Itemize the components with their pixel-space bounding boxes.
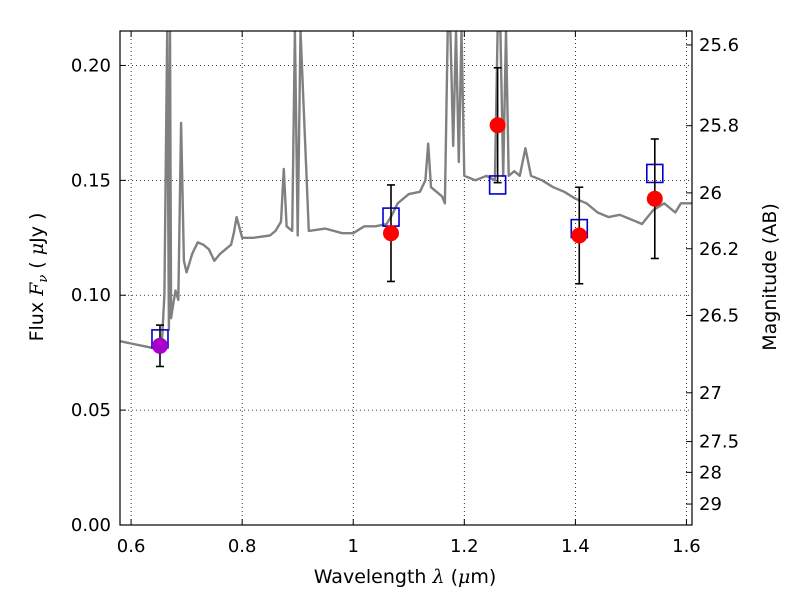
right-tick-label: 26.5 bbox=[699, 305, 739, 326]
data-point bbox=[383, 225, 400, 242]
y-tick-label: 0.20 bbox=[71, 55, 111, 76]
right-tick-label: 29 bbox=[699, 494, 722, 515]
y-tick-label: 0.10 bbox=[71, 285, 111, 306]
grid-lines bbox=[120, 31, 692, 526]
x-tick-label: 1.6 bbox=[672, 536, 701, 557]
data-point bbox=[571, 227, 588, 244]
data-point bbox=[151, 337, 168, 354]
spectrum-line bbox=[120, 31, 692, 350]
y-tick-label: 0.05 bbox=[71, 400, 111, 421]
plot-area bbox=[120, 31, 692, 368]
right-tick-label: 26 bbox=[699, 183, 722, 204]
x-tick-label: 0.8 bbox=[228, 536, 257, 557]
right-tick-label: 27.5 bbox=[699, 432, 739, 453]
right-tick-label: 25.8 bbox=[699, 116, 739, 137]
plot-frame bbox=[119, 30, 693, 526]
y-axis-right-title: Magnitude (AB) bbox=[759, 203, 781, 351]
x-axis-title: Wavelength λ (μm) bbox=[314, 566, 497, 588]
x-tick-label: 1.2 bbox=[450, 536, 479, 557]
data-point bbox=[489, 117, 506, 134]
y-tick-label: 0.00 bbox=[71, 515, 111, 536]
right-tick-label: 28 bbox=[699, 462, 722, 483]
x-tick-label: 0.6 bbox=[117, 536, 146, 557]
y-tick-label: 0.15 bbox=[71, 170, 111, 191]
axis-ticks: 0.6 0.8 1 1.2 1.4 1.6 0.00 0.05 0.10 0.15 0.20 25.6… bbox=[71, 31, 739, 557]
right-tick-label: 27 bbox=[699, 383, 722, 404]
right-tick-label: 26.2 bbox=[699, 239, 739, 260]
right-tick-label: 25.6 bbox=[699, 35, 739, 56]
y-axis-title: Flux Fν ( μJy ) bbox=[26, 213, 51, 342]
x-tick-label: 1 bbox=[348, 536, 359, 557]
x-tick-label: 1.4 bbox=[561, 536, 590, 557]
data-point bbox=[646, 190, 663, 207]
